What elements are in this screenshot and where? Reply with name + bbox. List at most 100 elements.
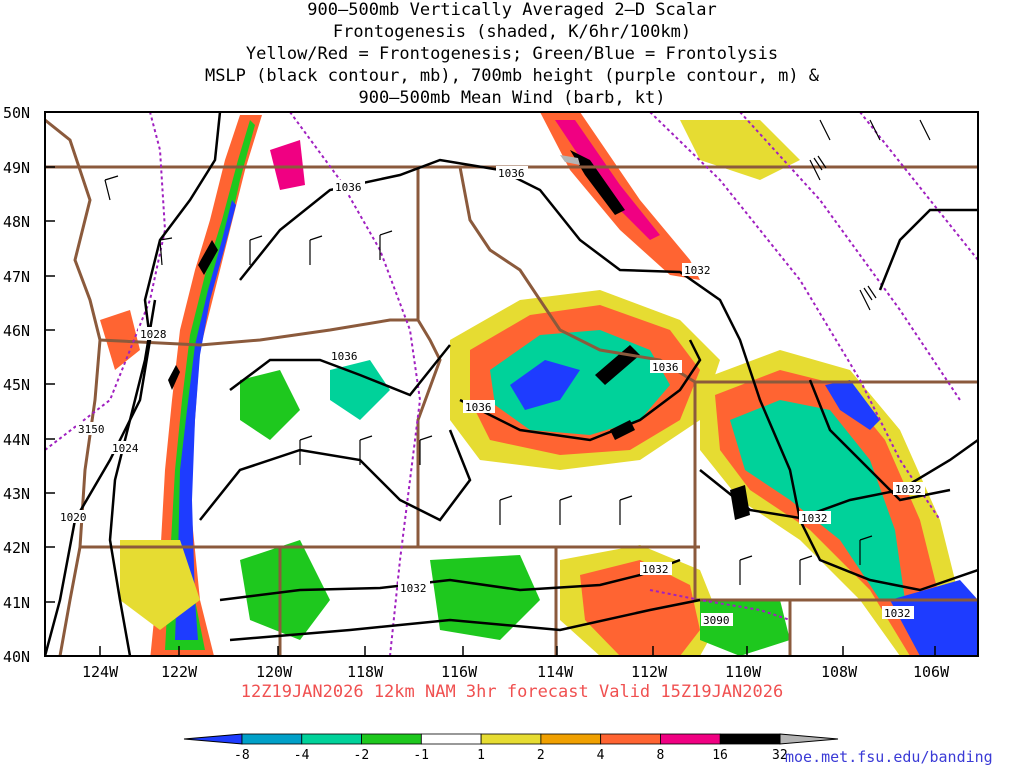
wind-barbs (104, 119, 931, 585)
wind-barb (559, 495, 573, 525)
shade-cluster-15 (240, 540, 330, 640)
colorbar-swatch (420, 733, 482, 745)
frontogenesis-shading (100, 112, 978, 656)
axis-ticks (45, 111, 936, 657)
coastline (45, 118, 102, 656)
lon-label-108w: 108W (821, 663, 858, 681)
lon-label-112w: 112W (631, 663, 668, 681)
wind-barb (299, 435, 313, 465)
wind-barb (809, 155, 827, 181)
shade-cluster-14 (330, 360, 390, 420)
colorbar-label: 2 (537, 748, 545, 763)
shade-cluster-19 (120, 540, 200, 630)
height-contour-6 (649, 589, 791, 621)
shade-max-1 (198, 240, 218, 275)
lon-label-110w: 110W (725, 663, 762, 681)
border-or-id-wa (416, 167, 442, 547)
colorbar-swatch (719, 733, 781, 745)
wind-barb (619, 495, 633, 525)
lat-label-46n: 46N (3, 322, 30, 340)
lat-label-41n: 41N (3, 594, 30, 612)
border-wa-or (99, 318, 418, 347)
lat-label-48n: 48N (3, 213, 30, 231)
height-contour-5 (859, 112, 978, 261)
lon-label-120w: 120W (256, 663, 293, 681)
colorbar-label: 16 (712, 748, 728, 763)
colorbar-swatch (540, 733, 602, 745)
lon-label-114w: 114W (537, 663, 574, 681)
wind-barb (379, 230, 393, 260)
shade-cluster-18 (680, 120, 800, 180)
lat-label-47n: 47N (3, 268, 30, 286)
shade-band-5 (555, 120, 660, 240)
wind-barb (859, 535, 873, 565)
shade-cluster-11 (580, 560, 700, 656)
lon-label-106w: 106W (913, 663, 950, 681)
shade-max-4 (560, 155, 580, 165)
colorbar-arrow-right (779, 733, 839, 745)
wind-barb (104, 175, 119, 201)
forecast-subtitle: 12Z19JAN2026 12km NAM 3hr forecast Valid… (240, 682, 784, 702)
wind-barb (309, 235, 323, 265)
colorbar-swatch (241, 733, 303, 745)
lon-label-122w: 122W (161, 663, 198, 681)
wind-barb (799, 555, 813, 585)
mslp-contour-11 (808, 379, 951, 502)
shade-cluster-16 (430, 555, 540, 640)
mslp-contour-7 (219, 558, 681, 602)
wind-barb (859, 285, 877, 311)
colorbar-label: -1 (413, 748, 429, 763)
wind-barb (419, 435, 433, 465)
colorbar-label: 4 (597, 748, 605, 763)
wind-barb (499, 495, 513, 525)
mslp-contour-2 (108, 299, 157, 656)
colorbar-label: 32 (772, 748, 788, 763)
lon-label-116w: 116W (441, 663, 478, 681)
title-line-3: Yellow/Red = Frontogenesis; Green/Blue =… (245, 44, 779, 64)
mslp-contour-8 (229, 598, 701, 642)
shade-band-3 (175, 200, 236, 640)
colorbar-label: 1 (477, 748, 485, 763)
wind-barb (249, 235, 263, 265)
contour-label: 1036 (652, 361, 679, 374)
source-credit: moe.met.fsu.edu/banding (785, 748, 993, 766)
title-line-4: MSLP (black contour, mb), 700mb height (… (204, 66, 820, 86)
colorbar-label: -8 (234, 748, 250, 763)
border-id-mt (458, 166, 696, 384)
wind-barb (159, 237, 173, 266)
contour-label: 1036 (498, 167, 525, 180)
lat-label-50n: 50N (3, 104, 30, 122)
contour-label: 1032 (895, 483, 922, 496)
shade-cluster-13 (240, 370, 300, 440)
shade-cluster-8 (825, 380, 880, 430)
colorbar-label: -4 (294, 748, 310, 763)
contour-label: 3090 (703, 614, 730, 627)
colorbar-arrow-left (183, 733, 243, 745)
colorbar-swatch (480, 733, 542, 745)
shade-cluster-7 (730, 400, 905, 600)
mslp-contour-6 (199, 429, 472, 522)
contour-label: 1036 (331, 350, 358, 363)
colorbar-swatch (301, 733, 362, 745)
shade-cluster-20 (270, 140, 305, 190)
lat-label-40n: 40N (3, 648, 30, 666)
lat-label-42n: 42N (3, 539, 30, 557)
contour-label: 1032 (400, 582, 427, 595)
lat-label-43n: 43N (3, 485, 30, 503)
mslp-contour-4 (229, 344, 451, 397)
wind-barb (739, 555, 753, 585)
lat-label-44n: 44N (3, 431, 30, 449)
contour-label: 1036 (335, 181, 362, 194)
state-borders (45, 118, 978, 656)
contour-label: 3150 (78, 423, 105, 436)
contour-label: 1028 (140, 328, 167, 341)
lat-label-49n: 49N (3, 159, 30, 177)
contour-label: 1020 (60, 511, 87, 524)
contour-label: 1036 (465, 401, 492, 414)
height-contour-1 (45, 112, 167, 451)
mslp-contour-9 (699, 438, 978, 520)
title-line-2: Frontogenesis (shaded, K/6hr/100km) (332, 22, 692, 42)
colorbar-label: 8 (656, 748, 664, 763)
contour-labels: 1036 1036 1032 1028 1036 1036 1036 3150 … (58, 166, 925, 627)
height-contour-4 (739, 112, 961, 401)
